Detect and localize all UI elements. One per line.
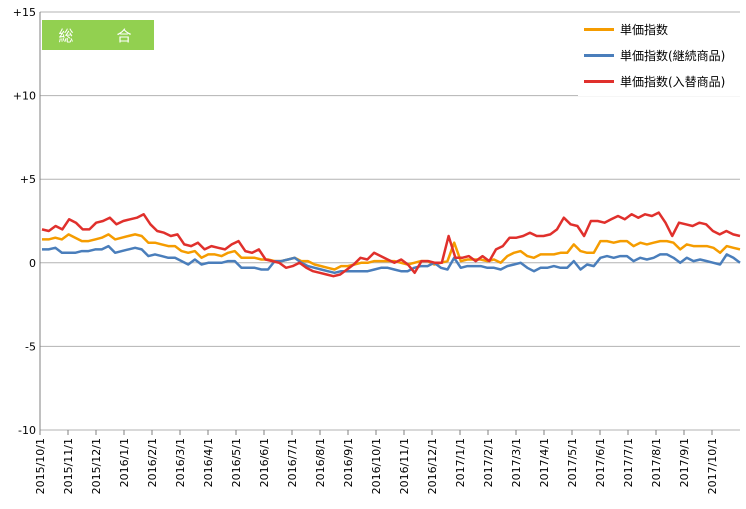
y-tick-label: +15	[13, 6, 36, 19]
x-tick-label: 2016/8/1	[314, 438, 327, 487]
x-tick-label: 2016/9/1	[342, 438, 355, 487]
x-tick-label: 2017/7/1	[622, 438, 635, 487]
x-tick-labels: 2015/10/1 2015/11/1 2015/12/1 2016/1/1 2016/…	[34, 438, 719, 494]
x-tick-label: 2017/8/1	[650, 438, 663, 487]
x-tick-label: 2016/11/1	[398, 438, 411, 494]
legend-item-unit-price: 単価指数	[584, 18, 668, 40]
legend-swatch	[584, 27, 614, 31]
series-line-2	[41, 211, 741, 278]
x-tick-label: 2017/6/1	[594, 438, 607, 487]
x-tick-label: 2017/4/1	[538, 438, 551, 487]
x-tick-label: 2017/2/1	[482, 438, 495, 487]
x-tick-label: 2015/12/1	[90, 438, 103, 494]
x-tick-label: 2017/5/1	[566, 438, 579, 487]
x-tick-label: 2016/5/1	[230, 438, 243, 487]
x-tick-label: 2016/7/1	[286, 438, 299, 487]
axes	[39, 12, 713, 435]
legend-label: 単価指数	[620, 22, 669, 37]
x-tick-label: 2015/10/1	[34, 438, 47, 494]
y-tick-label: +10	[13, 90, 36, 103]
y-tick-label: +5	[20, 173, 36, 186]
x-tick-label: 2017/1/1	[454, 438, 467, 487]
x-tick-label: 2016/12/1	[426, 438, 439, 494]
x-tick-label: 2017/3/1	[510, 438, 523, 487]
y-tick-label: -5	[25, 340, 36, 353]
y-tick-labels: +15 +10 +5 0 -5 -10	[13, 6, 36, 437]
x-tick-label: 2015/11/1	[62, 438, 75, 494]
series-line-0	[42, 233, 741, 271]
legend-swatch	[584, 79, 614, 83]
x-tick-label: 2016/10/1	[370, 438, 383, 494]
legend-item-continuing: 単価指数(継続商品)	[584, 44, 725, 66]
series-line-1	[42, 244, 741, 275]
legend-item-replacement: 単価指数(入替商品)	[584, 70, 725, 92]
legend: 単価指数 単価指数(継続商品) 単価指数(入替商品)	[578, 14, 744, 96]
x-tick-label: 2016/3/1	[174, 438, 187, 487]
x-tick-label: 2017/10/1	[706, 438, 719, 494]
y-tick-label: -10	[18, 424, 36, 437]
x-tick-label: 2017/9/1	[678, 438, 691, 487]
chart-title: 総 合	[42, 20, 154, 50]
grid-lines	[40, 11, 740, 431]
x-tick-label: 2016/4/1	[202, 438, 215, 487]
x-tick-label: 2016/2/1	[146, 438, 159, 487]
x-tick-label: 2016/1/1	[118, 438, 131, 487]
x-tick-label: 2016/6/1	[258, 438, 271, 487]
series-lines	[41, 211, 741, 278]
legend-label: 単価指数(入替商品)	[620, 74, 726, 89]
legend-swatch	[584, 53, 614, 57]
y-tick-label: 0	[29, 257, 36, 270]
legend-label: 単価指数(継続商品)	[620, 48, 726, 63]
